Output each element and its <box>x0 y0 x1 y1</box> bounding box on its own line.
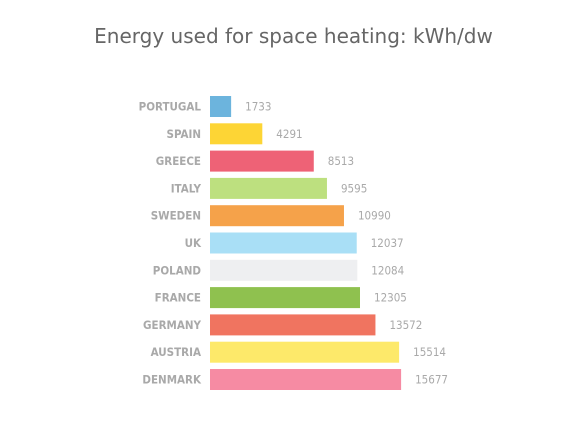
category-label: ITALY <box>171 181 202 195</box>
category-label: POLAND <box>153 263 202 277</box>
value-label: 9595 <box>341 181 367 195</box>
value-label: 8513 <box>328 154 354 168</box>
value-label: 15677 <box>415 373 448 387</box>
bar <box>210 123 263 145</box>
category-label: UK <box>185 236 202 250</box>
bar <box>210 232 357 254</box>
bar <box>210 177 327 199</box>
bar <box>210 341 400 363</box>
value-label: 15514 <box>413 345 446 359</box>
value-label: 12305 <box>374 291 407 305</box>
value-label: 13572 <box>389 318 422 332</box>
value-label: 10990 <box>358 209 391 223</box>
bar <box>210 287 360 309</box>
bar <box>210 205 344 227</box>
bar <box>210 96 232 117</box>
bar <box>210 314 376 336</box>
category-label: FRANCE <box>155 291 201 305</box>
category-label: GERMANY <box>143 318 201 332</box>
category-label: PORTUGAL <box>139 100 202 114</box>
value-label: 4291 <box>276 127 302 141</box>
value-label: 1733 <box>245 100 271 114</box>
category-label: DENMARK <box>142 373 202 387</box>
value-label: 12084 <box>371 263 404 277</box>
bar <box>210 369 402 390</box>
category-label: AUSTRIA <box>151 345 201 359</box>
category-label: SPAIN <box>167 127 202 141</box>
category-label: GREECE <box>156 154 201 168</box>
bar <box>210 150 314 172</box>
category-label: SWEDEN <box>151 209 201 223</box>
value-label: 12037 <box>371 236 404 250</box>
bar <box>210 259 358 281</box>
chart-title: Energy used for space heating: kWh/dw <box>94 24 493 48</box>
